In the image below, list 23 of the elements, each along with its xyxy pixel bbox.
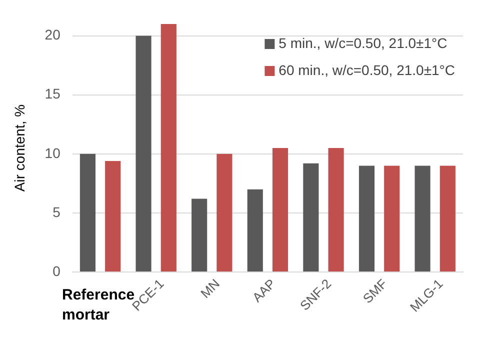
bar (384, 166, 400, 272)
legend-label: 5 min., w/c=0.50, 21.0±1°C (278, 34, 448, 51)
bar (358, 166, 375, 272)
y-tick-label: 20 (44, 26, 61, 43)
legend-label: 60 min., w/c=0.50, 21.0±1°C (278, 62, 456, 78)
x-tick-label: MN (198, 276, 223, 301)
bar (303, 163, 319, 272)
bar (440, 166, 456, 272)
bar (192, 198, 208, 272)
bar (247, 189, 263, 272)
y-tick-label: 10 (44, 144, 61, 161)
y-tick-label: 15 (44, 86, 61, 102)
bar (136, 36, 152, 272)
bar (414, 166, 430, 272)
bar (160, 24, 176, 272)
bar (272, 148, 288, 272)
bar (328, 148, 344, 272)
y-tick-label: 5 (52, 204, 61, 220)
y-axis-title: Air content, % (11, 104, 28, 192)
bar (80, 154, 96, 272)
bar (105, 160, 121, 272)
y-tick-label: 0 (52, 262, 61, 279)
bar (216, 154, 232, 272)
